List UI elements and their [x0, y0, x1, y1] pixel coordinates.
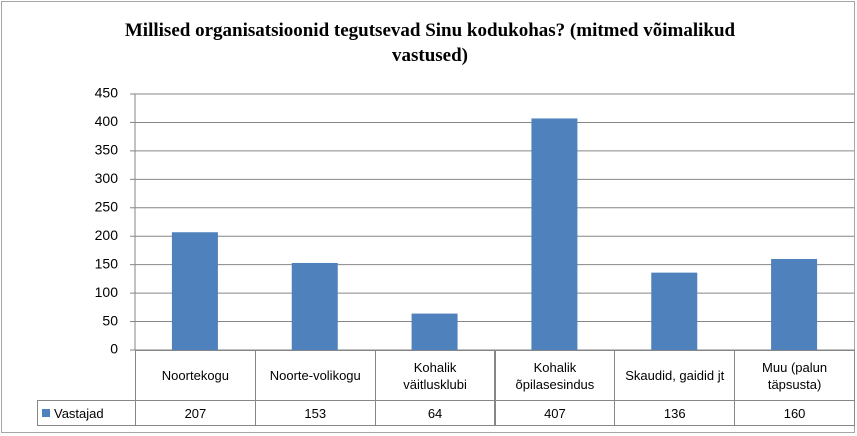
- bar: [411, 313, 458, 350]
- bar: [531, 118, 578, 350]
- value-cell: 207: [135, 400, 256, 426]
- y-tick-label: 0: [110, 341, 118, 357]
- y-tick-label: 100: [95, 284, 119, 300]
- y-tick-label: 50: [102, 312, 118, 328]
- value-cell: 407: [494, 400, 616, 426]
- y-tick-label: 450: [95, 85, 119, 101]
- y-tick-label: 350: [95, 142, 119, 158]
- legend-label: Vastajad: [54, 405, 104, 421]
- y-tick-label: 400: [95, 113, 119, 129]
- category-cell: Kohalik väitlusklubi: [374, 350, 496, 401]
- y-tick-label: 200: [95, 227, 119, 243]
- legend-cell: Vastajad: [37, 400, 136, 426]
- bar: [291, 262, 338, 350]
- category-cell: Muu (palun täpsusta): [734, 350, 855, 401]
- bar: [771, 258, 818, 350]
- value-cell: 160: [734, 400, 855, 426]
- value-cell: 153: [254, 400, 376, 426]
- y-tick-label: 300: [95, 170, 119, 186]
- value-cell: 64: [374, 400, 496, 426]
- category-cell: Noorte-volikogu: [254, 350, 376, 401]
- y-tick-label: 250: [95, 198, 119, 214]
- legend-swatch: [42, 409, 50, 417]
- category-cell: Noortekogu: [135, 350, 256, 401]
- category-cell: Kohalik õpilasesindus: [494, 350, 616, 401]
- value-cell: 136: [614, 400, 736, 426]
- y-tick-label: 150: [95, 255, 119, 271]
- category-cell: Skaudid, gaidid jt: [614, 350, 736, 401]
- chart-title: Millised organisatsioonid tegutsevad Sin…: [124, 20, 736, 66]
- bar: [171, 232, 218, 350]
- bar: [651, 272, 698, 350]
